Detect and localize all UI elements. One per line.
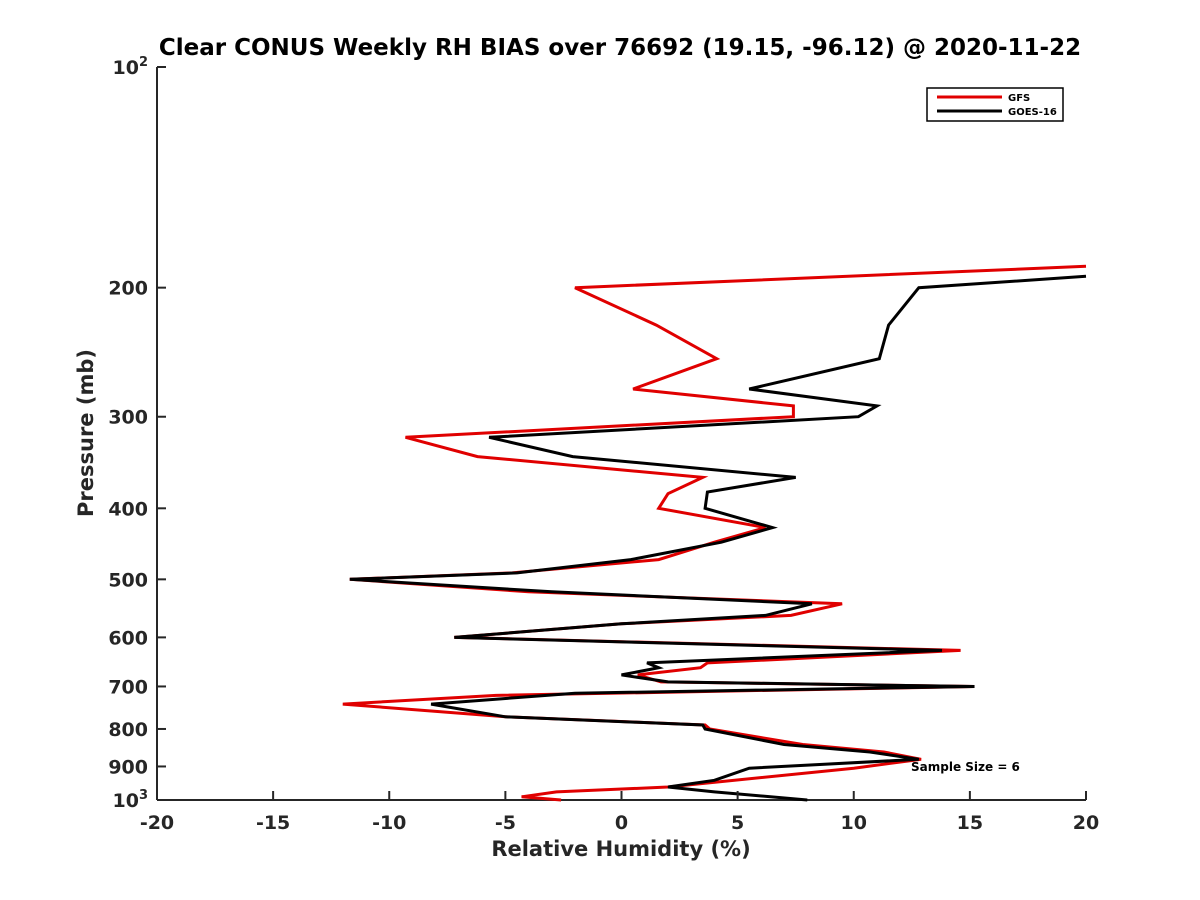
series-layer <box>342 264 1087 802</box>
y-ticks: 102 200 300 400 500 600 700 800 900 103 <box>108 55 166 812</box>
chart-title: Clear CONUS Weekly RH BIAS over 76692 (1… <box>159 35 1081 61</box>
x-tick-label: -10 <box>372 812 406 834</box>
y-tick-label: 700 <box>108 676 148 698</box>
sample-size-annotation: Sample Size = 6 <box>911 760 1020 774</box>
y-axis-label: Pressure (mb) <box>74 349 98 517</box>
y-tick-label: 103 <box>113 788 149 812</box>
series-line-gfs <box>342 264 1087 802</box>
y-tick-label: 500 <box>108 569 148 591</box>
legend-label: GFS <box>1008 93 1030 104</box>
legend-items: GFS GOES-16 <box>937 93 1057 118</box>
y-tick-label: 900 <box>108 756 148 778</box>
legend: GFS GOES-16 <box>926 87 1064 122</box>
x-tick-label: 10 <box>841 812 867 834</box>
x-ticks: -20 -15 -10 -5 0 5 10 15 20 <box>140 791 1099 834</box>
y-tick-label: 300 <box>108 407 148 429</box>
legend-label: GOES-16 <box>1008 107 1057 118</box>
x-tick-label: 0 <box>615 812 628 834</box>
x-tick-label: -20 <box>140 812 174 834</box>
legend-box <box>926 87 1064 122</box>
x-tick-label: -5 <box>495 812 516 834</box>
x-tick-label: 15 <box>957 812 983 834</box>
series-line-goes-16 <box>349 274 1087 802</box>
x-axis-label: Relative Humidity (%) <box>491 837 750 861</box>
y-tick-label: 200 <box>108 278 148 300</box>
x-tick-label: 20 <box>1073 812 1099 834</box>
y-tick-label: 800 <box>108 719 148 741</box>
y-tick-label: 600 <box>108 627 148 649</box>
x-tick-label: -15 <box>256 812 290 834</box>
x-tick-label: 5 <box>731 812 744 834</box>
y-tick-label: 400 <box>108 498 148 520</box>
y-tick-label: 102 <box>113 55 149 79</box>
plot-area: -20 -15 -10 -5 0 5 10 15 20 102 200 300 400 500 600 70… <box>108 55 1099 834</box>
